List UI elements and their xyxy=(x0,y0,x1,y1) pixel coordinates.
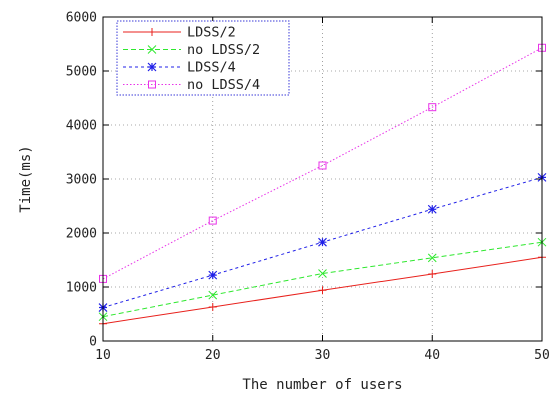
legend-item: no LDSS/2 xyxy=(123,42,260,58)
x-tick-label: 10 xyxy=(95,348,111,363)
legend-label: no LDSS/2 xyxy=(187,42,260,58)
data-point xyxy=(318,286,327,295)
data-point xyxy=(208,216,217,225)
data-point xyxy=(428,270,437,279)
series-line xyxy=(102,241,543,318)
x-tick-label: 20 xyxy=(205,348,221,363)
x-tick-label: 30 xyxy=(315,348,331,363)
y-tick-label: 2000 xyxy=(66,227,97,242)
y-axis-label: Time(ms) xyxy=(18,145,34,212)
legend-marker xyxy=(148,28,156,36)
x-axis-label: The number of users xyxy=(242,377,402,393)
data-point xyxy=(427,204,437,214)
series-no-ldss-2 xyxy=(98,237,547,322)
axis-ticks: 0 1000 2000 3000 4000 5000 6000 10 20 30 40 50 xyxy=(66,11,550,364)
legend-marker xyxy=(147,45,157,54)
data-point xyxy=(318,161,327,170)
data-point xyxy=(208,302,217,311)
data-point xyxy=(428,103,437,112)
legend-marker xyxy=(148,80,156,89)
y-tick-label: 5000 xyxy=(66,65,97,80)
data-point xyxy=(208,270,218,280)
data-point xyxy=(208,290,218,300)
y-tick-label: 1000 xyxy=(66,281,97,296)
y-tick-label: 3000 xyxy=(66,173,97,188)
legend-label: LDSS/2 xyxy=(187,25,236,41)
data-point xyxy=(318,269,327,278)
legend-item: no LDSS/4 xyxy=(123,77,260,93)
y-tick-label: 4000 xyxy=(66,119,97,134)
y-tick-label: 6000 xyxy=(66,11,97,26)
legend-box xyxy=(116,20,290,96)
legend-label: no LDSS/4 xyxy=(187,77,260,93)
legend-marker xyxy=(147,62,157,72)
data-point xyxy=(427,253,437,263)
legend-item: LDSS/4 xyxy=(123,60,236,76)
y-tick-label: 0 xyxy=(89,335,97,350)
x-tick-label: 50 xyxy=(534,348,550,363)
legend-item: LDSS/2 xyxy=(123,25,236,41)
series-ldss-2 xyxy=(99,253,546,328)
x-tick-label: 40 xyxy=(424,348,440,363)
legend: LDSS/2no LDSS/2 LDSS/4no LDSS/4 xyxy=(116,20,290,96)
legend-label: LDSS/4 xyxy=(187,60,236,76)
data-point xyxy=(318,237,327,247)
